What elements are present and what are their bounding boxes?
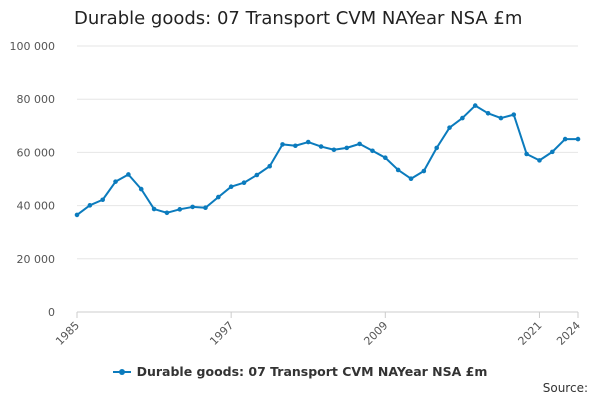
data-point[interactable] xyxy=(408,176,414,182)
data-point[interactable] xyxy=(383,155,388,161)
data-point[interactable] xyxy=(164,210,170,216)
y-tick-label: 80 000 xyxy=(17,93,56,106)
data-point[interactable] xyxy=(472,103,478,108)
data-point[interactable] xyxy=(370,148,375,154)
series-line xyxy=(76,104,578,216)
legend-label: Durable goods: 07 Transport CVM NAYear N… xyxy=(136,364,488,379)
data-point[interactable] xyxy=(113,179,118,184)
y-tick-label: 0 xyxy=(48,306,55,319)
data-point[interactable] xyxy=(305,139,311,145)
data-point[interactable] xyxy=(138,186,144,192)
data-point[interactable] xyxy=(241,180,247,186)
data-point[interactable] xyxy=(100,197,105,203)
data-point[interactable] xyxy=(190,204,195,210)
legend: Durable goods: 07 Transport CVM NAYear N… xyxy=(0,364,600,381)
data-point[interactable] xyxy=(460,115,465,121)
data-point[interactable] xyxy=(537,158,542,163)
data-point[interactable] xyxy=(254,172,260,178)
data-point[interactable] xyxy=(485,110,491,116)
data-point[interactable] xyxy=(228,184,234,190)
data-point[interactable] xyxy=(498,115,504,121)
y-tick-label: 60 000 xyxy=(17,146,56,159)
y-tick-label: 40 000 xyxy=(17,200,56,213)
data-point[interactable] xyxy=(421,168,427,174)
data-point[interactable] xyxy=(87,203,93,208)
data-point[interactable] xyxy=(562,136,568,142)
gridlines xyxy=(77,45,578,313)
y-axis-tick-labels: 0 20 000 40 000 60 000 80 000 100 000 xyxy=(10,40,56,319)
data-point[interactable] xyxy=(216,194,221,200)
data-point[interactable] xyxy=(575,136,581,142)
chart-title: Durable goods: 07 Transport CVM NAYear N… xyxy=(74,8,523,29)
data-point[interactable] xyxy=(344,145,350,151)
data-point[interactable] xyxy=(293,143,298,149)
x-axis-tick-labels: 1985 1997 2009 2021 2024 xyxy=(53,319,583,348)
x-tick-label: 1985 xyxy=(53,319,82,348)
data-point[interactable] xyxy=(280,142,285,147)
data-point[interactable] xyxy=(395,167,401,173)
data-point[interactable] xyxy=(511,112,517,117)
legend-swatch xyxy=(112,366,131,378)
data-point[interactable] xyxy=(331,147,337,153)
series-layer xyxy=(74,103,581,218)
data-point[interactable] xyxy=(74,212,80,218)
data-point[interactable] xyxy=(126,172,131,177)
data-point[interactable] xyxy=(177,207,183,212)
data-point[interactable] xyxy=(524,151,529,157)
data-point[interactable] xyxy=(203,205,208,211)
data-point[interactable] xyxy=(318,144,324,149)
x-tick-label: 2009 xyxy=(361,319,390,348)
data-point[interactable] xyxy=(434,145,439,151)
x-tick-label: 2024 xyxy=(554,319,583,348)
y-tick-label: 20 000 xyxy=(17,253,56,266)
data-point[interactable] xyxy=(550,149,555,155)
x-tick-label: 1997 xyxy=(207,319,236,348)
data-point[interactable] xyxy=(447,125,452,130)
x-tick-label: 2021 xyxy=(516,319,545,348)
axes xyxy=(76,312,579,318)
data-point[interactable] xyxy=(357,141,362,147)
y-tick-label: 100 000 xyxy=(10,40,56,53)
data-point[interactable] xyxy=(151,206,157,212)
data-point[interactable] xyxy=(267,163,272,169)
source-label: Source: xyxy=(542,381,588,395)
